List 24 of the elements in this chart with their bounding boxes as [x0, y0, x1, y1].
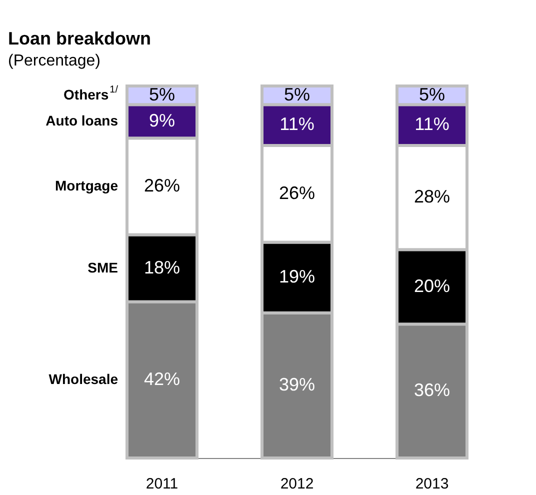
data-label: 19% — [278, 266, 316, 287]
data-label: 28% — [414, 186, 450, 207]
x-tick-label: 2011 — [146, 476, 178, 492]
series-label: Mortgage — [55, 177, 118, 194]
series-label: Auto loans — [46, 112, 118, 128]
x-tick-label: 2013 — [415, 476, 449, 492]
data-label: 42% — [144, 368, 180, 389]
chart-title: Loan breakdown — [8, 28, 152, 48]
data-label: 26% — [144, 175, 180, 196]
series-label: Wholesale — [48, 370, 118, 387]
data-label: 20% — [414, 276, 450, 296]
data-label: 11% — [280, 114, 314, 134]
data-label: 5% — [418, 84, 446, 104]
chart-subtitle: (Percentage) — [8, 52, 100, 70]
data-label: 26% — [278, 182, 316, 203]
series-label: SME — [88, 259, 118, 276]
data-label: 18% — [144, 257, 180, 278]
data-label: 39% — [278, 374, 316, 394]
data-label: 5% — [284, 84, 310, 104]
data-label: 5% — [148, 84, 176, 104]
x-tick-label: 2012 — [280, 476, 314, 492]
data-label: 9% — [148, 110, 176, 130]
data-label: 36% — [414, 380, 450, 400]
data-label: 11% — [414, 114, 450, 134]
